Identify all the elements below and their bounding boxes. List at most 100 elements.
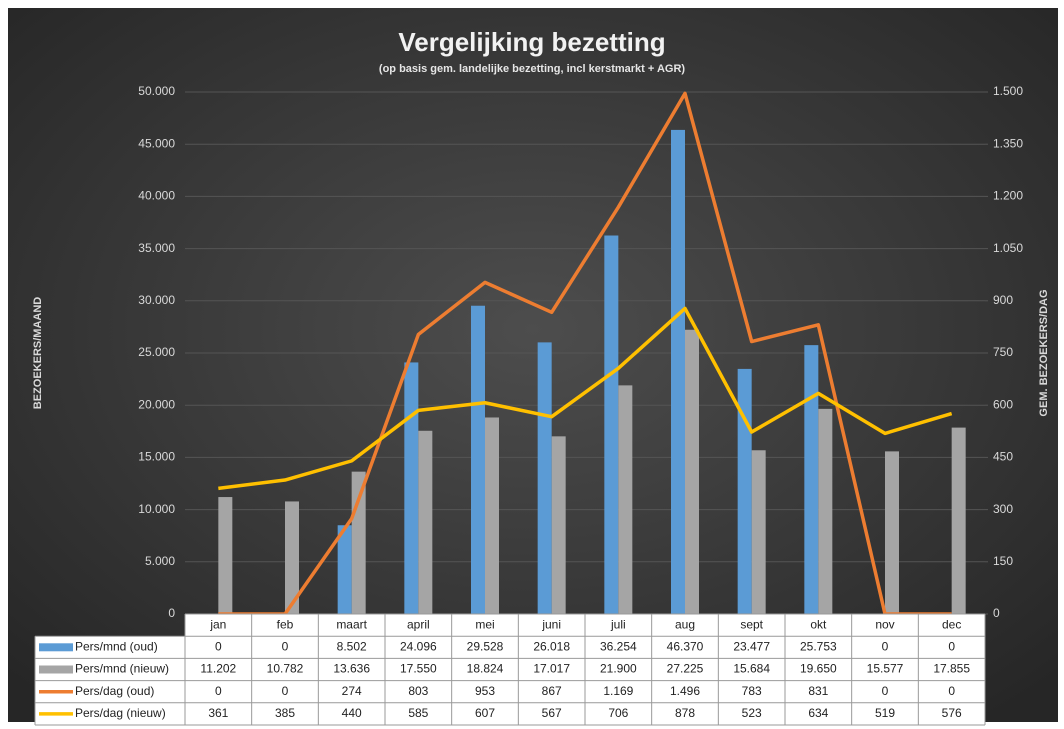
y2-tick-label: 600 <box>993 397 1013 411</box>
x-tick-label: okt <box>810 617 827 631</box>
data-label: 0 <box>215 684 222 698</box>
data-label: 867 <box>542 684 562 698</box>
chart-title: Vergelijking bezetting <box>398 27 665 57</box>
data-label: 15.577 <box>867 662 904 676</box>
data-label: 1.169 <box>603 684 633 698</box>
data-label: 0 <box>882 684 889 698</box>
bar <box>337 525 352 614</box>
data-label: 831 <box>808 684 828 698</box>
y-tick-label: 30.000 <box>138 293 175 307</box>
data-label: 519 <box>875 706 895 720</box>
data-label: 8.502 <box>337 639 367 653</box>
y2-tick-label: 0 <box>993 606 1000 620</box>
line <box>218 91 952 616</box>
x-tick-label: maart <box>336 617 367 631</box>
y-tick-label: 15.000 <box>138 450 175 464</box>
y-tick-label: 25.000 <box>138 345 175 359</box>
y2-tick-label: 1.350 <box>993 136 1023 150</box>
data-label: 585 <box>408 706 428 720</box>
data-label: 23.477 <box>733 639 770 653</box>
data-label: 607 <box>475 706 495 720</box>
data-label: 27.225 <box>667 662 704 676</box>
data-label: 0 <box>282 639 289 653</box>
x-tick-label: nov <box>875 617 894 631</box>
data-label: 523 <box>742 706 762 720</box>
data-label: 29.528 <box>467 639 504 653</box>
data-label: 878 <box>675 706 695 720</box>
y-tick-label: 5.000 <box>145 554 175 568</box>
data-label: 13.636 <box>333 662 370 676</box>
bar <box>804 345 819 614</box>
bar <box>818 408 833 614</box>
y-tick-label: 0 <box>168 606 175 620</box>
x-tick-label: juni <box>541 617 561 631</box>
y2-axis-label: GEM. BEZOEKERS/DAG <box>1038 289 1050 416</box>
y2-tick-label: 900 <box>993 293 1013 307</box>
bar <box>285 501 299 614</box>
data-label: 17.855 <box>933 662 970 676</box>
y2-tick-label: 750 <box>993 345 1013 359</box>
y-tick-label: 50.000 <box>138 84 175 98</box>
y-tick-label: 40.000 <box>138 189 175 203</box>
data-label: 783 <box>742 684 762 698</box>
x-tick-label: mei <box>475 617 494 631</box>
data-label: 10.782 <box>267 662 304 676</box>
bar <box>685 329 699 614</box>
y-tick-label: 20.000 <box>138 397 175 411</box>
data-label: 0 <box>948 684 955 698</box>
y-axis-label: BEZOEKERS/MAAND <box>32 297 44 410</box>
data-label: 1.496 <box>670 684 700 698</box>
y2-tick-label: 300 <box>993 502 1013 516</box>
data-label: 11.202 <box>200 662 236 676</box>
data-label: 440 <box>342 706 362 720</box>
bar <box>471 305 485 614</box>
bar <box>671 129 685 614</box>
legend-label: Pers/dag (oud) <box>75 684 154 698</box>
y2-tick-label: 1.500 <box>993 84 1023 98</box>
data-label: 361 <box>208 706 228 720</box>
legend-label: Pers/dag (nieuw) <box>75 706 166 720</box>
data-label: 0 <box>948 639 955 653</box>
data-label: 15.684 <box>733 662 770 676</box>
data-label: 26.018 <box>533 639 570 653</box>
bar <box>351 471 366 614</box>
data-label: 576 <box>942 706 962 720</box>
bar <box>618 385 633 614</box>
legend-label: Pers/mnd (nieuw) <box>75 662 169 676</box>
x-tick-label: dec <box>942 617 961 631</box>
line <box>218 306 953 491</box>
bar <box>418 430 433 614</box>
bar <box>485 417 499 614</box>
y-tick-label: 45.000 <box>138 136 175 150</box>
data-label: 0 <box>215 639 222 653</box>
data-label: 21.900 <box>600 662 637 676</box>
y2-tick-label: 450 <box>993 450 1013 464</box>
y2-tick-label: 1.050 <box>993 241 1023 255</box>
bar <box>551 436 566 614</box>
x-tick-label: jan <box>209 617 226 631</box>
data-label: 25.753 <box>800 639 837 653</box>
data-label: 24.096 <box>400 639 437 653</box>
bar <box>737 368 752 614</box>
data-label: 385 <box>275 706 295 720</box>
bar <box>537 342 552 614</box>
data-label: 17.550 <box>400 662 437 676</box>
data-label: 953 <box>475 684 495 698</box>
x-tick-label: sept <box>740 617 763 631</box>
x-tick-label: aug <box>675 617 695 631</box>
data-label: 0 <box>282 684 289 698</box>
data-label: 17.017 <box>533 662 570 676</box>
data-label: 36.254 <box>600 639 637 653</box>
x-tick-label: juli <box>610 617 626 631</box>
data-label: 274 <box>342 684 362 698</box>
bar <box>885 451 899 614</box>
data-label: 803 <box>408 684 428 698</box>
bar <box>218 497 233 614</box>
bar <box>404 362 419 614</box>
x-tick-label: april <box>407 617 430 631</box>
bar <box>604 235 619 614</box>
legend-key <box>39 665 73 674</box>
y2-tick-label: 1.200 <box>993 189 1023 203</box>
x-tick-label: feb <box>277 617 294 631</box>
